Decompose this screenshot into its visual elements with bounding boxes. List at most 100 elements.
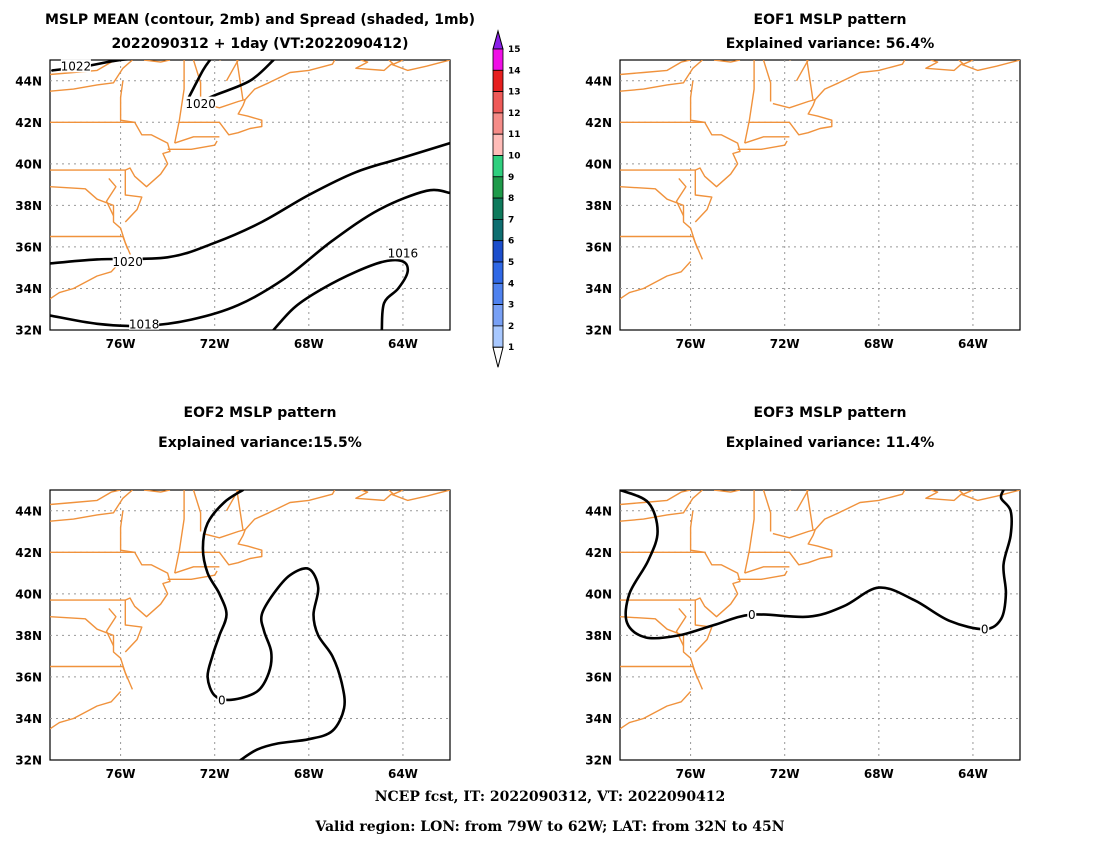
y-tick-label: 44N: [15, 504, 42, 518]
x-tick-label: 68W: [864, 767, 894, 781]
coastline-segment: [167, 140, 218, 151]
contour-label: 1020: [185, 97, 216, 111]
x-tick-label: 68W: [294, 337, 324, 351]
coastline: [50, 490, 450, 730]
y-tick-label: 42N: [585, 116, 612, 130]
coastline-segment: [762, 60, 772, 102]
panel-title-line2: Explained variance:15.5%: [158, 435, 362, 451]
coastline-segment: [795, 60, 809, 82]
y-tick-label: 32N: [585, 324, 612, 338]
coastline-segment: [179, 490, 336, 566]
coastline-segment: [675, 177, 687, 217]
coastline-segment: [744, 60, 755, 144]
y-tick-labels: 32N 34N 36N 38N 40N 42N 44N: [15, 74, 42, 337]
colorbar-label: 10: [508, 152, 521, 162]
x-tick-label: 72W: [770, 337, 800, 351]
colorbar-label: 4: [508, 279, 514, 289]
contour-line: [50, 188, 450, 328]
coastline-segment: [925, 60, 1020, 72]
colorbar-swatch: [492, 155, 504, 178]
coastline-segment: [50, 60, 133, 92]
x-tick-label: 76W: [676, 337, 706, 351]
footer-forecast-info: NCEP fcst, IT: 2022090312, VT: 202209041…: [374, 789, 726, 805]
coastline-segment: [620, 60, 691, 76]
y-tick-label: 34N: [15, 282, 42, 296]
coastline: [620, 60, 1020, 300]
coastline-segment: [105, 607, 117, 647]
y-tick-label: 34N: [585, 712, 612, 726]
contour-labels: 1022 1020 1020 1018 1016: [61, 59, 418, 331]
coastline-segment: [119, 510, 171, 618]
coastline-segment: [925, 490, 1020, 502]
coastline-segment: [620, 235, 699, 250]
coastline-segment: [50, 186, 134, 260]
coastline-segment: [225, 60, 239, 82]
panel-title-line1: EOF2 MSLP pattern: [184, 405, 337, 421]
y-tick-label: 44N: [585, 504, 612, 518]
map-frame: [619, 59, 1021, 331]
colorbar-label: 2: [508, 322, 514, 332]
contour-line: [201, 490, 346, 760]
y-tick-label: 44N: [15, 74, 42, 88]
y-tick-label: 42N: [15, 116, 42, 130]
x-tick-label: 72W: [200, 337, 230, 351]
x-tick-label: 76W: [106, 337, 136, 351]
y-tick-label: 38N: [585, 199, 612, 213]
colorbar-swatch: [492, 29, 504, 50]
coastline-segment: [50, 665, 129, 680]
coastline-segment: [620, 261, 692, 300]
x-tick-labels: 76W 72W 68W 64W: [106, 767, 418, 781]
x-tick-label: 68W: [864, 337, 894, 351]
x-tick-label: 64W: [388, 767, 418, 781]
coastline-segment: [714, 490, 741, 493]
coastline-segment: [772, 528, 816, 539]
coastline-segment: [749, 490, 906, 566]
colorbar-swatch: [492, 176, 504, 199]
coastline-segment: [50, 490, 121, 506]
coastline-segment: [789, 60, 814, 100]
coastline-segment: [167, 570, 218, 580]
colorbar-swatch: [492, 240, 504, 263]
coastline-segment: [789, 490, 814, 530]
coastline-segment: [620, 186, 704, 260]
y-tick-label: 40N: [15, 587, 42, 601]
coastline-segment: [174, 136, 220, 144]
y-tick-labels: 32N 34N 36N 38N 40N 42N 44N: [15, 504, 42, 767]
coastline-segment: [50, 169, 143, 223]
coastline-segment: [144, 60, 171, 63]
y-tick-label: 36N: [15, 670, 42, 684]
coastline-segment: [50, 691, 122, 730]
colorbar-label: 6: [508, 237, 514, 247]
contour-labels: 0: [217, 692, 227, 707]
coastline-segment: [50, 261, 122, 300]
coastline-segment: [50, 599, 143, 653]
coastline-segment: [179, 60, 336, 136]
colorbar-label: 1: [508, 343, 514, 353]
x-tick-label: 72W: [770, 767, 800, 781]
x-tick-label: 64W: [958, 767, 988, 781]
contour-label: 0: [748, 608, 756, 622]
coastline-segment: [737, 140, 788, 151]
colorbar-swatch: [492, 69, 504, 93]
contour-label: 0: [218, 693, 226, 707]
colorbar-label: 14: [508, 66, 521, 76]
coastline-segment: [958, 490, 974, 495]
colorbar-swatch: [492, 325, 504, 348]
x-tick-label: 68W: [294, 767, 324, 781]
y-tick-label: 38N: [15, 199, 42, 213]
y-tick-label: 36N: [585, 240, 612, 254]
colorbar-swatch: [492, 197, 504, 220]
coastline-segment: [50, 235, 129, 250]
contour-label-bg: [217, 692, 227, 706]
coastline-segment: [749, 60, 906, 136]
coastline-segment: [675, 607, 687, 647]
colorbar-swatch: [492, 261, 504, 284]
y-tick-label: 40N: [585, 157, 612, 171]
contours: [201, 490, 346, 760]
panel-eof3: EOF3 MSLP pattern Explained variance: 11…: [585, 405, 1021, 781]
map-frame: [49, 59, 451, 331]
colorbar-swatch: [492, 112, 504, 135]
contour-label-bg: [129, 316, 160, 330]
contour-label: 1020: [112, 255, 143, 269]
